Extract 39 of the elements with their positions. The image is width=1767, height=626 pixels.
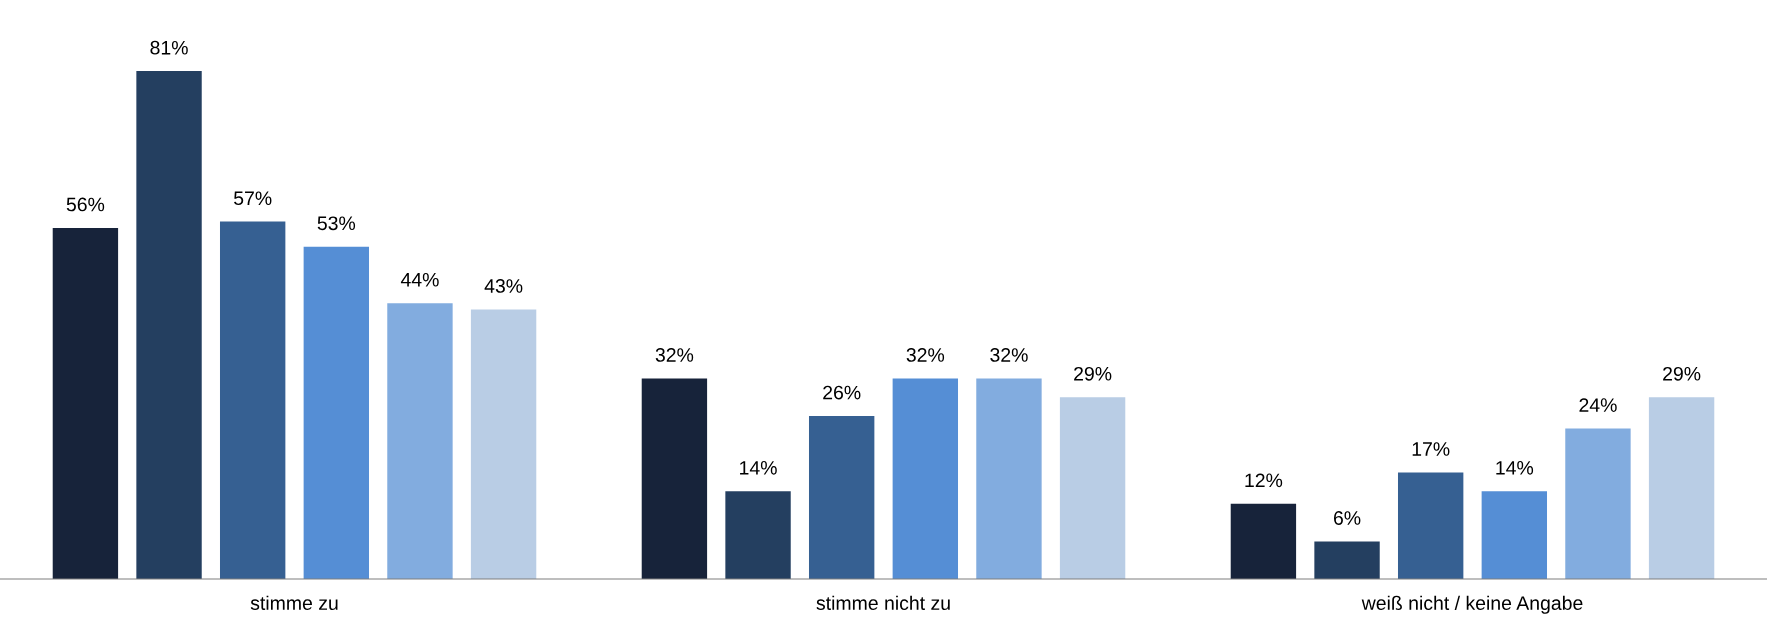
data-label: 6% (1333, 511, 1361, 525)
bar (1565, 428, 1631, 580)
x-tick-label: weiß nicht / keine Angabe (1361, 595, 1583, 614)
data-label: 32% (906, 348, 945, 362)
x-tick-label: stimme zu (250, 595, 338, 610)
data-label: 12% (1245, 473, 1283, 488)
bar (725, 491, 791, 580)
data-label: 53% (317, 216, 356, 231)
data-label: 29% (1074, 366, 1112, 381)
bar (1648, 397, 1715, 580)
data-label: 29% (1663, 366, 1701, 381)
bar (1397, 472, 1464, 580)
bar (387, 303, 453, 580)
bar (52, 227, 119, 580)
bar (892, 378, 959, 580)
data-label: 56% (66, 197, 105, 212)
data-label: 14% (1496, 461, 1534, 475)
data-label: 32% (655, 348, 694, 362)
data-label: 17% (1412, 442, 1450, 456)
bar (219, 221, 286, 580)
bar (808, 416, 875, 580)
bar (976, 378, 1042, 580)
data-label: 24% (1579, 398, 1617, 412)
data-label: 44% (400, 272, 439, 287)
bar (136, 71, 202, 580)
bar (641, 378, 708, 580)
bar (1230, 503, 1297, 580)
x-tick-label: stimme nicht zu (816, 595, 950, 610)
data-label: 81% (150, 40, 188, 55)
data-label: 26% (823, 385, 861, 400)
data-label: 14% (740, 461, 777, 475)
bar (1314, 541, 1380, 580)
bar (1059, 397, 1126, 580)
bar (303, 246, 370, 580)
data-label: 32% (990, 348, 1028, 362)
data-label: 57% (234, 191, 272, 206)
bar (1481, 491, 1548, 580)
bar (470, 309, 537, 580)
data-label: 43% (484, 279, 523, 293)
